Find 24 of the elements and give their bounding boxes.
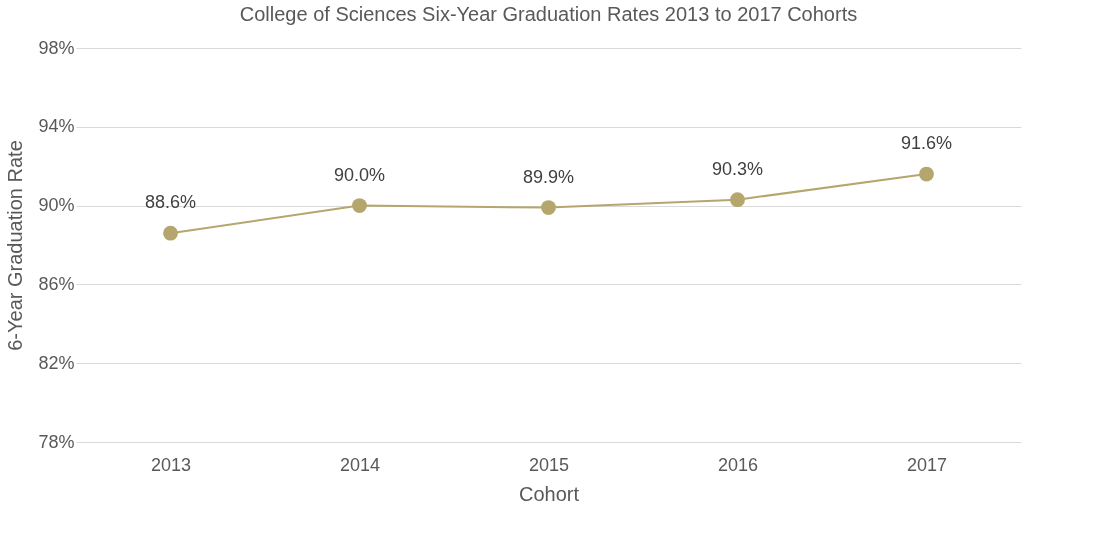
point (163, 225, 178, 241)
point (541, 200, 556, 215)
x-tick-label: 2014 (339, 454, 381, 475)
x-tick-label: 2017 (906, 454, 948, 475)
x-tick-label: 2016 (717, 454, 759, 475)
y-axis-title: 6-Year Graduation Rate (4, 140, 27, 351)
chart-title: College of Sciences Six-Year Graduation Rates 2013 to 2017 Cohorts (239, 3, 858, 25)
data-label: 90.3% (711, 158, 764, 179)
data-label: 89.9% (522, 166, 575, 187)
y-tick-label: 86% (38, 273, 75, 294)
y-tick-label: 94% (38, 116, 75, 137)
point (730, 192, 745, 208)
point (919, 166, 934, 182)
point (352, 198, 367, 213)
x-tick-label: 2013 (150, 454, 192, 475)
data-label: 91.6% (900, 133, 953, 154)
x-axis-title: Cohort (518, 482, 580, 505)
data-label: 88.6% (144, 192, 197, 213)
x-tick-label: 2015 (528, 454, 570, 475)
y-tick-label: 78% (38, 431, 75, 452)
data-label: 90.0% (333, 164, 386, 185)
y-tick-label: 98% (38, 37, 75, 58)
y-tick-label: 82% (38, 352, 75, 373)
y-tick-label: 90% (38, 195, 75, 216)
